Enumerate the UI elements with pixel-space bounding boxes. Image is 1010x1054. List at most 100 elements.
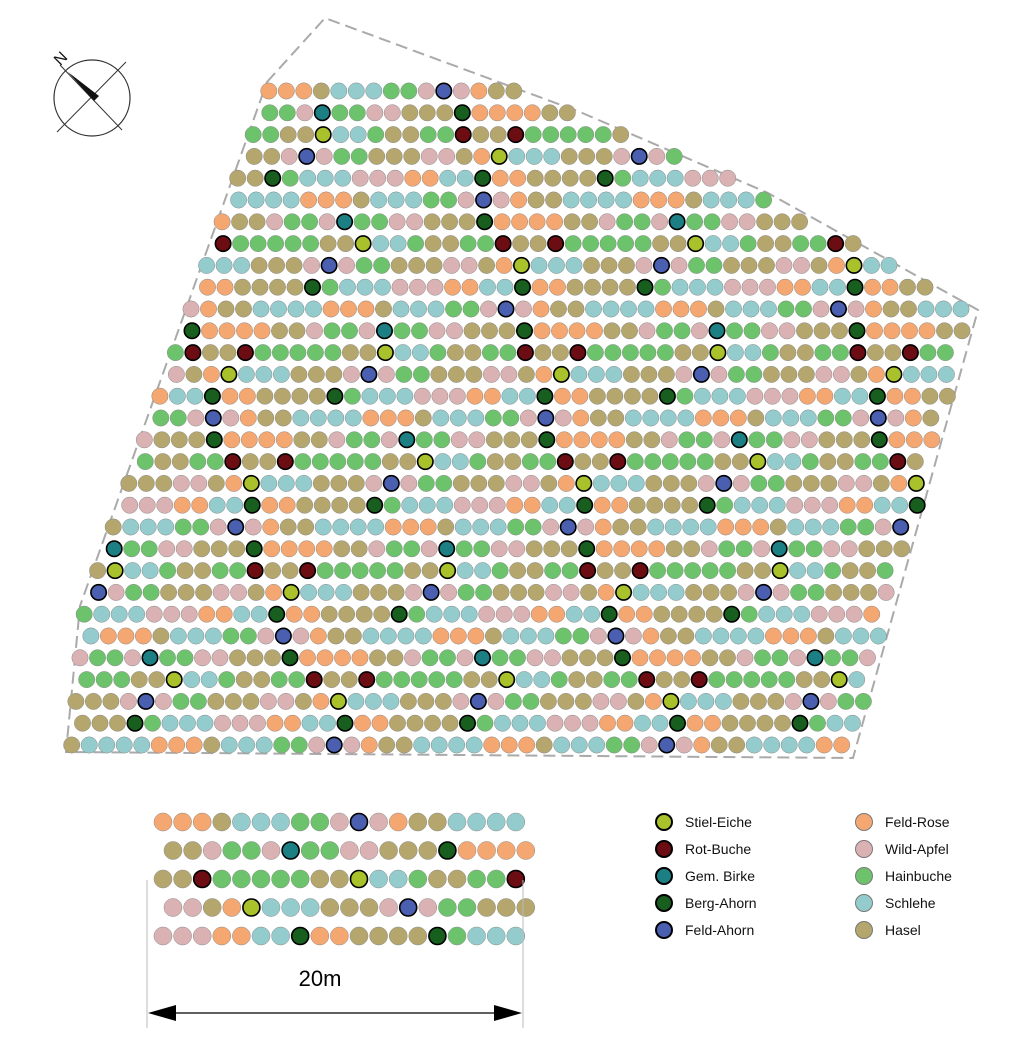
gem-birke-swatch bbox=[655, 867, 673, 885]
plant-hasel bbox=[219, 344, 237, 362]
plant-hasel bbox=[273, 387, 291, 405]
plant-hainbuche bbox=[605, 736, 623, 754]
north-arrow-icon bbox=[68, 72, 99, 101]
plant-hainbuche bbox=[355, 256, 373, 274]
plant-hasel bbox=[643, 431, 661, 449]
plant-hainbuche bbox=[447, 926, 467, 946]
plant-wild-apfel bbox=[670, 256, 688, 274]
plant-hainbuche bbox=[633, 213, 651, 231]
plant-schlehe bbox=[356, 278, 374, 296]
plant-hasel bbox=[201, 344, 219, 362]
plant-feld-rose bbox=[421, 169, 439, 187]
plant-hasel bbox=[601, 278, 619, 296]
plant-hainbuche bbox=[300, 841, 320, 860]
plant-hasel bbox=[707, 300, 725, 318]
plant-wild-apfel bbox=[624, 627, 642, 645]
plant-stiel-eiche bbox=[349, 869, 369, 889]
plant-schlehe bbox=[392, 300, 410, 318]
plant-rot-buche bbox=[236, 344, 254, 362]
plant-wild-apfel bbox=[700, 540, 718, 558]
plant-hainbuche bbox=[445, 671, 463, 689]
plant-feld-ahorn bbox=[755, 583, 773, 601]
plant-wild-apfel bbox=[675, 365, 693, 383]
plant-feld-rose bbox=[752, 518, 770, 536]
plant-hasel bbox=[688, 605, 706, 623]
plant-feld-rose bbox=[764, 627, 782, 645]
plant-hasel bbox=[663, 496, 681, 514]
plant-hainbuche bbox=[854, 692, 872, 710]
plant-wild-apfel bbox=[480, 300, 497, 318]
plant-hasel bbox=[769, 518, 787, 536]
plant-hasel bbox=[312, 82, 330, 100]
plant-hainbuche bbox=[189, 453, 207, 471]
plant-hasel bbox=[736, 562, 754, 580]
plant-hainbuche bbox=[262, 126, 280, 144]
plant-hasel bbox=[424, 714, 441, 732]
plant-hainbuche bbox=[393, 671, 411, 689]
plant-schlehe bbox=[605, 365, 623, 383]
plant-hasel bbox=[628, 496, 646, 514]
plant-schlehe bbox=[198, 256, 216, 274]
plant-hasel bbox=[720, 583, 738, 601]
plant-hainbuche bbox=[814, 344, 832, 362]
plant-hainbuche bbox=[417, 474, 435, 492]
plant-hasel bbox=[373, 605, 391, 623]
plant-hasel bbox=[622, 365, 640, 383]
plant-hainbuche bbox=[524, 518, 542, 536]
plant-feld-rose bbox=[222, 898, 242, 917]
plant-schlehe bbox=[592, 474, 610, 492]
plant-hasel bbox=[472, 126, 490, 144]
plant-schlehe bbox=[935, 300, 952, 318]
plant-hainbuche bbox=[623, 736, 641, 754]
plant-hasel bbox=[91, 714, 109, 732]
plant-wild-apfel bbox=[675, 736, 693, 754]
plant-feld-rose bbox=[632, 191, 650, 209]
plant-schlehe bbox=[585, 300, 602, 318]
plant-hainbuche bbox=[739, 235, 757, 253]
plant-wild-apfel bbox=[803, 496, 821, 514]
plant-hasel bbox=[623, 387, 641, 405]
hainbuche-swatch bbox=[855, 867, 873, 885]
plant-hainbuche bbox=[604, 344, 622, 362]
plant-schlehe bbox=[610, 474, 628, 492]
plant-gem-birke bbox=[313, 104, 331, 122]
plant-feld-rose bbox=[573, 431, 591, 449]
plant-feld-rose bbox=[557, 474, 575, 492]
plant-schlehe bbox=[679, 692, 697, 710]
plant-hasel bbox=[758, 256, 775, 274]
plant-hainbuche bbox=[78, 671, 96, 689]
plant-wild-apfel bbox=[358, 322, 376, 340]
plant-wild-apfel bbox=[732, 474, 750, 492]
plant-hasel bbox=[344, 627, 362, 645]
plant-hasel bbox=[350, 540, 368, 558]
plant-feld-rose bbox=[488, 104, 506, 122]
plant-hainbuche bbox=[172, 692, 190, 710]
plant-stiel-eiche bbox=[220, 365, 238, 383]
plant-schlehe bbox=[344, 409, 362, 427]
plant-hainbuche bbox=[748, 431, 766, 449]
plant-hasel bbox=[561, 649, 579, 667]
plant-hainbuche bbox=[817, 409, 835, 427]
plant-feld-ahorn bbox=[90, 583, 108, 601]
compass-label: N bbox=[51, 49, 71, 69]
plant-schlehe bbox=[508, 147, 526, 165]
plant-hasel bbox=[779, 344, 797, 362]
plant-feld-rose bbox=[477, 841, 496, 860]
plant-feld-rose bbox=[644, 692, 662, 710]
plant-feld-rose bbox=[384, 518, 402, 536]
plant-hasel bbox=[308, 387, 326, 405]
plant-wild-apfel bbox=[859, 649, 876, 667]
plant-feld-rose bbox=[173, 496, 191, 514]
plant-schlehe bbox=[486, 812, 506, 832]
plant-wild-apfel bbox=[443, 256, 461, 274]
plant-schlehe bbox=[530, 256, 548, 274]
plant-schlehe bbox=[506, 812, 526, 832]
plant-schlehe bbox=[237, 365, 255, 383]
plant-hasel bbox=[84, 692, 102, 710]
plant-gem-birke bbox=[806, 649, 824, 667]
plant-wild-apfel bbox=[158, 540, 176, 558]
plant-feld-rose bbox=[616, 714, 634, 732]
plant-schlehe bbox=[502, 627, 520, 645]
plant-schlehe bbox=[798, 736, 816, 754]
plant-stiel-eiche bbox=[885, 365, 903, 383]
